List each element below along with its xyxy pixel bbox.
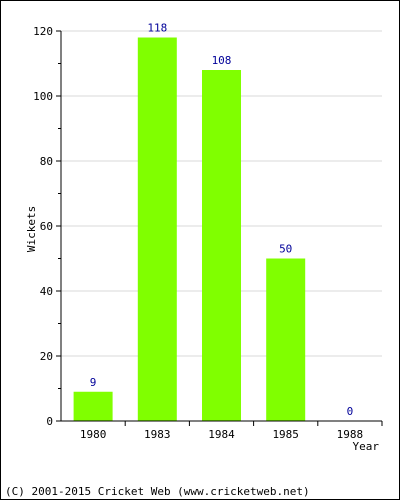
bar-1983 <box>137 37 177 421</box>
x-tick-label-1988: 1988 <box>337 428 364 441</box>
axes <box>56 30 383 426</box>
x-tick-label-1985: 1985 <box>272 428 299 441</box>
value-label-1985: 50 <box>279 243 292 256</box>
y-tick-label: 80 <box>40 155 53 168</box>
copyright-footer: (C) 2001-2015 Cricket Web (www.cricketwe… <box>5 485 310 498</box>
x-tick-label-1984: 1984 <box>208 428 235 441</box>
bar-1985 <box>266 258 306 421</box>
y-tick-label: 100 <box>33 90 53 103</box>
y-tick-label: 40 <box>40 285 53 298</box>
y-tick-label: 120 <box>33 25 53 38</box>
value-label-1983: 118 <box>147 22 167 35</box>
y-tick-label: 0 <box>46 415 53 428</box>
x-tick-labels: 1980 1983 1984 1985 1988 <box>80 428 363 441</box>
bars <box>73 37 306 421</box>
y-axis-title: Wickets <box>25 206 38 252</box>
value-label-1984: 108 <box>212 54 232 67</box>
value-label-1988: 0 <box>347 405 354 418</box>
x-tick-label-1980: 1980 <box>80 428 107 441</box>
y-tick-label: 60 <box>40 220 53 233</box>
x-axis-title: Year <box>353 440 380 453</box>
value-label-1980: 9 <box>90 376 97 389</box>
value-labels: 9 118 108 50 0 <box>90 22 353 419</box>
y-tick-labels: 0 20 40 60 80 100 120 <box>33 25 53 428</box>
x-tick-label-1983: 1983 <box>144 428 171 441</box>
bar-1984 <box>202 70 241 421</box>
y-tick-label: 20 <box>40 350 53 363</box>
bar-1980 <box>73 391 113 421</box>
